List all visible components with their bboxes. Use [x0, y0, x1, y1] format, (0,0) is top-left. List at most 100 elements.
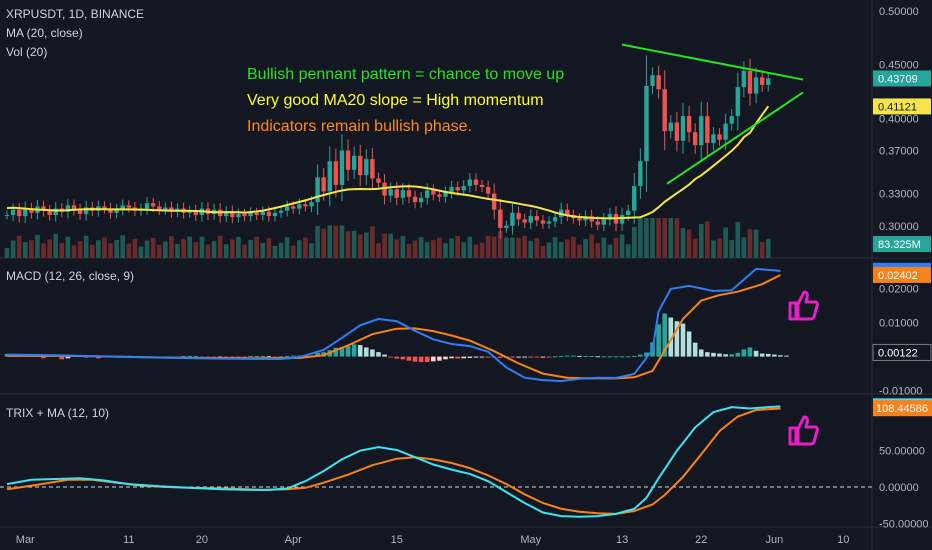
candle-body [291, 206, 296, 209]
macd-value-tag [873, 266, 931, 283]
candle-body [260, 211, 265, 215]
candle-body [473, 179, 479, 185]
candle-body [53, 208, 58, 215]
candle-body [242, 213, 247, 217]
volume-bar [83, 235, 89, 258]
macd-histogram-bar [248, 355, 253, 357]
candle-body [71, 205, 77, 210]
volume-bar [29, 240, 34, 258]
candle-body [534, 216, 540, 221]
macd-histogram-bar [479, 356, 485, 358]
macd-histogram-bar [753, 350, 759, 357]
volume-bar [284, 237, 290, 258]
volume-bar [455, 235, 460, 258]
candle-body [425, 190, 430, 198]
time-axis-label: 15 [391, 534, 403, 546]
macd-histogram-bar [284, 355, 290, 357]
candle-body [461, 185, 466, 191]
macd-histogram-bar [510, 356, 515, 358]
macd-histogram-bar [41, 356, 46, 359]
macd-histogram-bar [698, 349, 704, 357]
candle-body [193, 210, 198, 215]
volume-bar [552, 237, 558, 258]
candle-body [224, 211, 229, 217]
volume-bar [96, 240, 101, 258]
macd-histogram-bar [455, 356, 460, 359]
macd-axis-label: 0.02000 [879, 284, 919, 296]
volume-bar [577, 244, 582, 258]
volume-bar [631, 226, 637, 258]
trix-value-label: 108.44586 [876, 403, 928, 415]
macd-histogram-bar [473, 356, 479, 358]
macd-histogram-bar [59, 356, 65, 360]
volume-bar [753, 229, 759, 258]
candle-body [102, 206, 107, 209]
macd-histogram-bar [187, 355, 192, 357]
macd-histogram-bar [370, 349, 375, 357]
candle-body [278, 210, 284, 213]
price-axis-label: 0.37000 [879, 146, 919, 158]
candle-body [163, 207, 168, 210]
candle-body [266, 211, 272, 217]
price-tag [873, 236, 931, 253]
volume-bar [132, 238, 138, 258]
time-axis-label: Apr [285, 534, 302, 546]
volume-bar [412, 240, 418, 258]
candle-body [504, 225, 509, 228]
price-axis-label: 0.50000 [879, 6, 919, 18]
candle-body [717, 134, 722, 140]
candle-body [4, 215, 10, 216]
volume-bar [138, 246, 144, 258]
macd-histogram-bar [211, 356, 217, 358]
macd-histogram-bar [735, 352, 741, 357]
volume-bar [607, 244, 613, 258]
volume-bar [156, 244, 162, 258]
volume-bar [723, 227, 728, 258]
volume-bar [717, 238, 722, 258]
volume-bar [729, 240, 735, 258]
macd-histogram-bar [656, 324, 661, 357]
ma20-line [6, 105, 770, 220]
trix-legend: TRIX + MA (12, 10) [6, 406, 110, 420]
macd-histogram-bar [217, 356, 223, 358]
candle-body [272, 212, 278, 217]
candle-body [650, 75, 655, 86]
candle-body [711, 134, 716, 143]
volume-bar [35, 234, 40, 258]
macd-histogram-bar [668, 317, 674, 357]
macd-histogram-bar [388, 356, 393, 358]
candle-body [309, 202, 314, 207]
volume-bar [467, 236, 473, 258]
candle-body [443, 192, 448, 197]
volume-bar [321, 228, 326, 258]
volume-bar [169, 236, 174, 258]
ma-indicator-label: MA (20, close) [6, 26, 83, 40]
volume-bar [656, 218, 661, 258]
candle-body [236, 213, 241, 218]
macd-histogram-bar [193, 355, 199, 357]
volume-bar [686, 229, 692, 258]
macd-histogram-bar [382, 354, 387, 357]
volume-bar [571, 236, 576, 258]
candle-body [540, 220, 546, 224]
volume-bar [230, 239, 235, 258]
candle-body [254, 212, 259, 215]
candle-body [638, 161, 643, 186]
candle-body [418, 197, 424, 203]
macd-histogram-bar [729, 354, 735, 357]
volume-bar [735, 222, 741, 258]
volume-bar [10, 240, 16, 258]
volume-bar [497, 231, 503, 258]
macd-histogram-bar [625, 356, 631, 358]
macd-histogram-bar [181, 355, 186, 357]
candle-body [400, 190, 406, 198]
candle-body [406, 190, 412, 197]
macd-axis-label: 0.01000 [879, 318, 919, 330]
candle-body [382, 182, 387, 196]
candle-body [601, 219, 607, 225]
volume-bar [680, 227, 686, 258]
macd-histogram-bar [717, 353, 722, 357]
volume-bar [248, 239, 253, 258]
volume-bar [53, 233, 59, 258]
